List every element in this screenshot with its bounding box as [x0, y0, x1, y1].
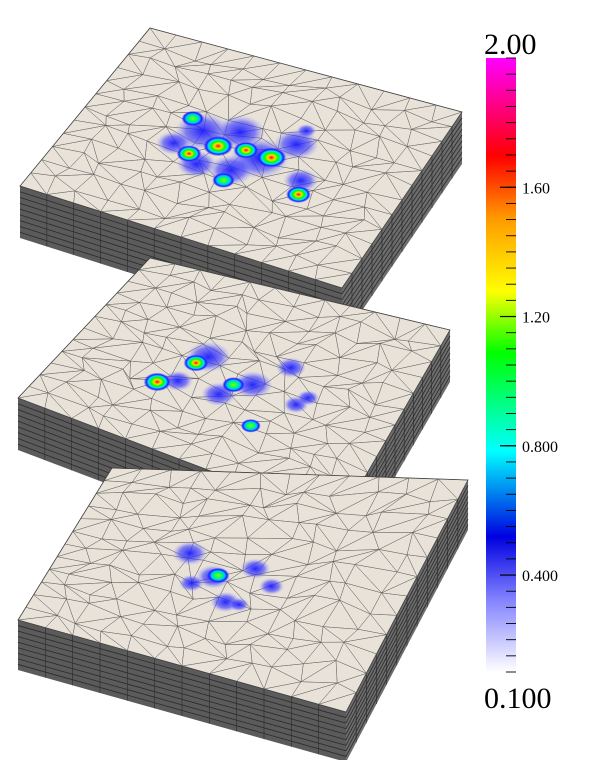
concentration-spot	[240, 558, 270, 578]
concentration-spot	[207, 568, 230, 583]
colorbar-max-label: 2.00	[484, 28, 537, 61]
tick-label: 0.800	[522, 439, 558, 456]
concentration-spot	[297, 390, 320, 405]
concentration-spot	[222, 377, 245, 392]
concentration-spot	[256, 147, 286, 167]
concentration-spot	[229, 598, 249, 612]
tick-label: 1.60	[522, 180, 550, 197]
concentration-spot	[234, 142, 259, 159]
concentration-spot	[259, 578, 284, 595]
concentration-spot	[241, 419, 261, 433]
color-legend: 1.60 1.20 0.800 0.400 2.00 0.100	[470, 0, 590, 760]
concentration-spot	[276, 357, 306, 377]
concentration-spot	[182, 111, 205, 126]
slab-bottom	[18, 468, 468, 760]
concentration-spot	[179, 575, 204, 592]
tick-label: 1.20	[522, 310, 550, 327]
concentration-spot	[177, 145, 202, 162]
concentration-spot	[286, 186, 311, 203]
concentration-spot	[212, 173, 235, 188]
concentration-spot	[172, 541, 207, 565]
concentration-spot	[296, 124, 316, 138]
concentration-spot	[143, 373, 171, 392]
tick-label: 0.400	[522, 568, 558, 585]
mesh-visualization	[0, 0, 470, 760]
concentration-spot	[203, 136, 233, 156]
concentration-spot	[183, 354, 208, 371]
colorbar-min-label: 0.100	[484, 682, 552, 715]
